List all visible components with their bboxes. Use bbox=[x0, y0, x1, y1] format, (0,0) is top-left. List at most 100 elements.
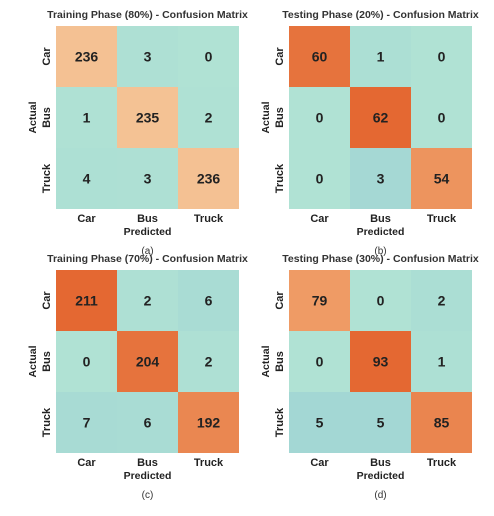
cell-value-label: 236 bbox=[197, 171, 221, 187]
cell-value-label: 6 bbox=[144, 415, 152, 431]
cell-value-label: 6 bbox=[205, 293, 213, 309]
cell-value-label: 2 bbox=[438, 293, 446, 309]
heatmap-cell bbox=[289, 26, 350, 87]
heatmap-cell bbox=[350, 26, 411, 87]
y-tick-label: Truck bbox=[274, 407, 286, 437]
cell-value-label: 2 bbox=[144, 293, 152, 309]
heatmap-cell bbox=[117, 87, 178, 148]
cell-value-label: 1 bbox=[377, 49, 385, 65]
x-tick-label: Car bbox=[310, 457, 329, 469]
heatmap-cell bbox=[56, 87, 117, 148]
cell-value-label: 5 bbox=[316, 415, 324, 431]
heatmap-cell bbox=[411, 148, 472, 209]
cell-value-label: 0 bbox=[83, 354, 91, 370]
heatmap-cell bbox=[56, 270, 117, 331]
y-tick-label: Truck bbox=[41, 407, 53, 437]
cell-value-label: 2 bbox=[205, 354, 213, 370]
cell-value-label: 0 bbox=[316, 110, 324, 126]
heatmap-cell bbox=[289, 331, 350, 392]
heatmap-cell bbox=[117, 148, 178, 209]
cell-value-label: 0 bbox=[438, 49, 446, 65]
panel-caption: (b) bbox=[374, 246, 386, 257]
panel-caption: (a) bbox=[141, 246, 153, 257]
cell-value-label: 1 bbox=[83, 110, 91, 126]
heatmap-cell bbox=[411, 26, 472, 87]
cell-value-label: 3 bbox=[377, 171, 385, 187]
x-tick-label: Bus bbox=[370, 213, 391, 225]
y-tick-label: Car bbox=[41, 47, 53, 66]
heatmap-cell bbox=[289, 148, 350, 209]
x-tick-label: Truck bbox=[194, 213, 224, 225]
heatmap-cell bbox=[178, 331, 239, 392]
heatmap-cell bbox=[56, 331, 117, 392]
cell-value-label: 54 bbox=[434, 171, 450, 187]
heatmap-cell bbox=[117, 392, 178, 453]
heatmap-cell bbox=[178, 148, 239, 209]
x-axis-label: Predicted bbox=[124, 226, 172, 238]
x-axis-label: Predicted bbox=[124, 470, 172, 482]
cell-value-label: 236 bbox=[75, 49, 99, 65]
heatmap-cell bbox=[178, 270, 239, 331]
cell-value-label: 93 bbox=[373, 354, 389, 370]
cell-value-label: 62 bbox=[373, 110, 389, 126]
cell-value-label: 0 bbox=[377, 293, 385, 309]
heatmap-cell bbox=[117, 270, 178, 331]
heatmap-cell bbox=[411, 270, 472, 331]
heatmap-cell bbox=[178, 392, 239, 453]
panel-title: Training Phase (80%) - Confusion Matrix bbox=[47, 9, 248, 21]
cell-value-label: 60 bbox=[312, 49, 328, 65]
heatmap-cell bbox=[289, 270, 350, 331]
heatmap-cell bbox=[411, 392, 472, 453]
y-tick-label: Truck bbox=[41, 163, 53, 193]
cell-value-label: 211 bbox=[75, 293, 98, 309]
x-tick-label: Truck bbox=[427, 457, 457, 469]
cell-value-label: 79 bbox=[312, 293, 328, 309]
x-tick-label: Car bbox=[77, 213, 96, 225]
x-axis-label: Predicted bbox=[357, 470, 405, 482]
heatmap-cell bbox=[289, 87, 350, 148]
y-tick-label: Bus bbox=[41, 107, 53, 128]
cell-value-label: 1 bbox=[438, 354, 446, 370]
x-tick-label: Car bbox=[310, 213, 329, 225]
cell-value-label: 0 bbox=[205, 49, 213, 65]
cell-value-label: 204 bbox=[136, 354, 160, 370]
x-tick-label: Truck bbox=[427, 213, 457, 225]
heatmap-cell bbox=[411, 87, 472, 148]
y-tick-label: Truck bbox=[274, 163, 286, 193]
y-tick-label: Bus bbox=[41, 351, 53, 372]
panel-title: Training Phase (70%) - Confusion Matrix bbox=[47, 253, 248, 265]
heatmap-cell bbox=[289, 392, 350, 453]
cell-value-label: 192 bbox=[197, 415, 221, 431]
x-tick-label: Car bbox=[77, 457, 96, 469]
cell-value-label: 0 bbox=[438, 110, 446, 126]
panel-title: Testing Phase (20%) - Confusion Matrix bbox=[282, 9, 479, 21]
heatmap-cell bbox=[178, 87, 239, 148]
cell-value-label: 0 bbox=[316, 354, 324, 370]
heatmap-cell bbox=[56, 26, 117, 87]
cell-value-label: 3 bbox=[144, 171, 152, 187]
y-tick-label: Bus bbox=[274, 351, 286, 372]
cell-value-label: 3 bbox=[144, 49, 152, 65]
y-axis-label: Actual bbox=[260, 101, 272, 133]
heatmap-cell bbox=[178, 26, 239, 87]
panel-title: Testing Phase (30%) - Confusion Matrix bbox=[282, 253, 479, 265]
cell-value-label: 5 bbox=[377, 415, 385, 431]
y-tick-label: Car bbox=[274, 47, 286, 66]
x-tick-label: Bus bbox=[137, 457, 158, 469]
heatmap-cell bbox=[350, 148, 411, 209]
y-axis-label: Actual bbox=[260, 345, 272, 377]
cell-value-label: 4 bbox=[83, 171, 91, 187]
heatmap-cell bbox=[350, 331, 411, 392]
x-tick-label: Truck bbox=[194, 457, 224, 469]
heatmap-cell bbox=[56, 392, 117, 453]
y-tick-label: Bus bbox=[274, 107, 286, 128]
cell-value-label: 7 bbox=[83, 415, 91, 431]
heatmap-cell bbox=[350, 87, 411, 148]
cell-value-label: 85 bbox=[434, 415, 450, 431]
panel-caption: (d) bbox=[374, 490, 386, 501]
cell-value-label: 235 bbox=[136, 110, 160, 126]
y-axis-label: Actual bbox=[27, 101, 39, 133]
x-tick-label: Bus bbox=[137, 213, 158, 225]
